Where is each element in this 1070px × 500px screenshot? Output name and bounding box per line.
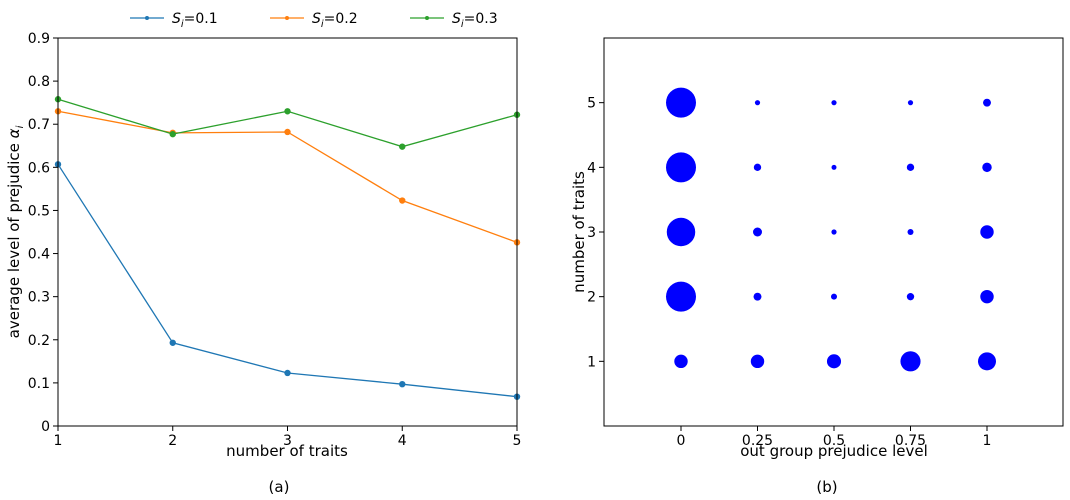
legend-marker: [425, 16, 429, 20]
x-tick-label: 4: [398, 433, 407, 449]
x-tick-label: 0.75: [895, 433, 926, 449]
data-point: [399, 197, 406, 204]
y-tick-label: 0.9: [28, 31, 50, 47]
bubble-point: [980, 225, 994, 239]
subcaption-a: (a): [269, 478, 290, 496]
panel-a: Si=0.1 Si=0.2 Si=0.3 1 2 3 4 5 0 0.1 0.2 0.3 0.4 0.…: [5, 11, 521, 496]
legend: Si=0.1 Si=0.2 Si=0.3: [130, 11, 498, 30]
legend-label: Si=0.3: [452, 11, 498, 30]
bubble-point: [983, 98, 991, 107]
y-axis-label: average level of prejudice αi: [5, 125, 26, 338]
bubble-point: [674, 354, 688, 369]
bubble-point: [831, 229, 837, 235]
data-point: [284, 128, 291, 136]
plot-series: [54, 96, 521, 400]
y-tick-label: 0.7: [28, 117, 50, 133]
data-point: [284, 108, 291, 115]
y-tick-label: 0.5: [28, 203, 50, 219]
bubble-point: [666, 281, 696, 312]
series-line: [57, 163, 518, 398]
bubble-point: [907, 229, 914, 235]
y-tick-label: 2: [587, 290, 596, 306]
y-tick-label: 0.8: [28, 74, 50, 90]
y-tick-label: 0.4: [28, 247, 50, 263]
x-axis-label: out group prejudice level: [740, 442, 928, 460]
x-tick-label: 3: [283, 433, 292, 449]
y-tick-label: 4: [587, 160, 596, 176]
y-axis: 0 0.1 0.2 0.3 0.4 0.5 0.6 0.7 0.8 0.9: [28, 31, 58, 435]
x-tick-label: 0.25: [742, 433, 773, 449]
data-point: [169, 130, 176, 138]
x-tick-label: 0: [677, 433, 686, 449]
bubble-point: [826, 354, 842, 369]
bubble-point: [754, 100, 761, 106]
bubble-point: [831, 293, 837, 300]
y-axis: 1 2 3 4 5: [587, 96, 604, 370]
x-tick-label: 1: [54, 433, 63, 449]
x-tick-label: 2: [168, 433, 177, 449]
y-tick-label: 0.2: [28, 333, 50, 349]
bubble-point: [900, 351, 921, 372]
bubble-point: [906, 292, 915, 301]
data-point: [169, 339, 176, 346]
x-tick-label: 1: [983, 433, 992, 449]
bubble-point: [980, 289, 994, 304]
y-tick-label: 0.1: [28, 376, 50, 392]
data-point: [399, 380, 406, 388]
plot-frame: [57, 37, 518, 427]
bubble-point: [978, 352, 996, 371]
bubble-point: [666, 217, 696, 247]
bubble-point: [753, 163, 762, 172]
bubble-point: [831, 164, 837, 170]
data-point: [399, 143, 406, 150]
bubble-point: [831, 100, 837, 106]
y-tick-label: 0: [41, 419, 50, 435]
x-axis-label: number of traits: [226, 442, 348, 460]
y-tick-label: 0.6: [28, 160, 50, 176]
bubble-point: [666, 87, 696, 118]
y-tick-label: 1: [587, 354, 596, 370]
bubble-point: [982, 162, 992, 173]
bubble-point: [750, 354, 765, 369]
x-axis: 0 0.25 0.5 0.75 1: [677, 426, 992, 449]
bubble-point: [906, 163, 915, 172]
legend-label: Si=0.2: [312, 11, 358, 30]
y-tick-label: 5: [587, 96, 596, 112]
x-tick-label: 0.5: [823, 433, 845, 449]
x-tick-label: 5: [513, 433, 522, 449]
plot-points: [666, 87, 996, 372]
legend-marker: [145, 16, 149, 20]
x-axis: 1 2 3 4 5: [54, 426, 522, 449]
data-point: [284, 369, 291, 377]
bubble-point: [753, 292, 762, 301]
panel-b: 0 0.25 0.5 0.75 1 1 2 3 4 5 out group prejudice …: [570, 37, 1064, 496]
legend-label: Si=0.1: [172, 11, 218, 30]
bubble-point: [907, 100, 914, 106]
y-tick-label: 0.3: [28, 290, 50, 306]
legend-marker: [285, 16, 289, 20]
bubble-point: [666, 152, 696, 183]
y-axis-label: number of traits: [570, 171, 588, 293]
subcaption-b: (b): [816, 478, 837, 496]
bubble-point: [753, 227, 762, 237]
y-tick-label: 3: [587, 225, 596, 241]
series-line: [57, 98, 518, 148]
